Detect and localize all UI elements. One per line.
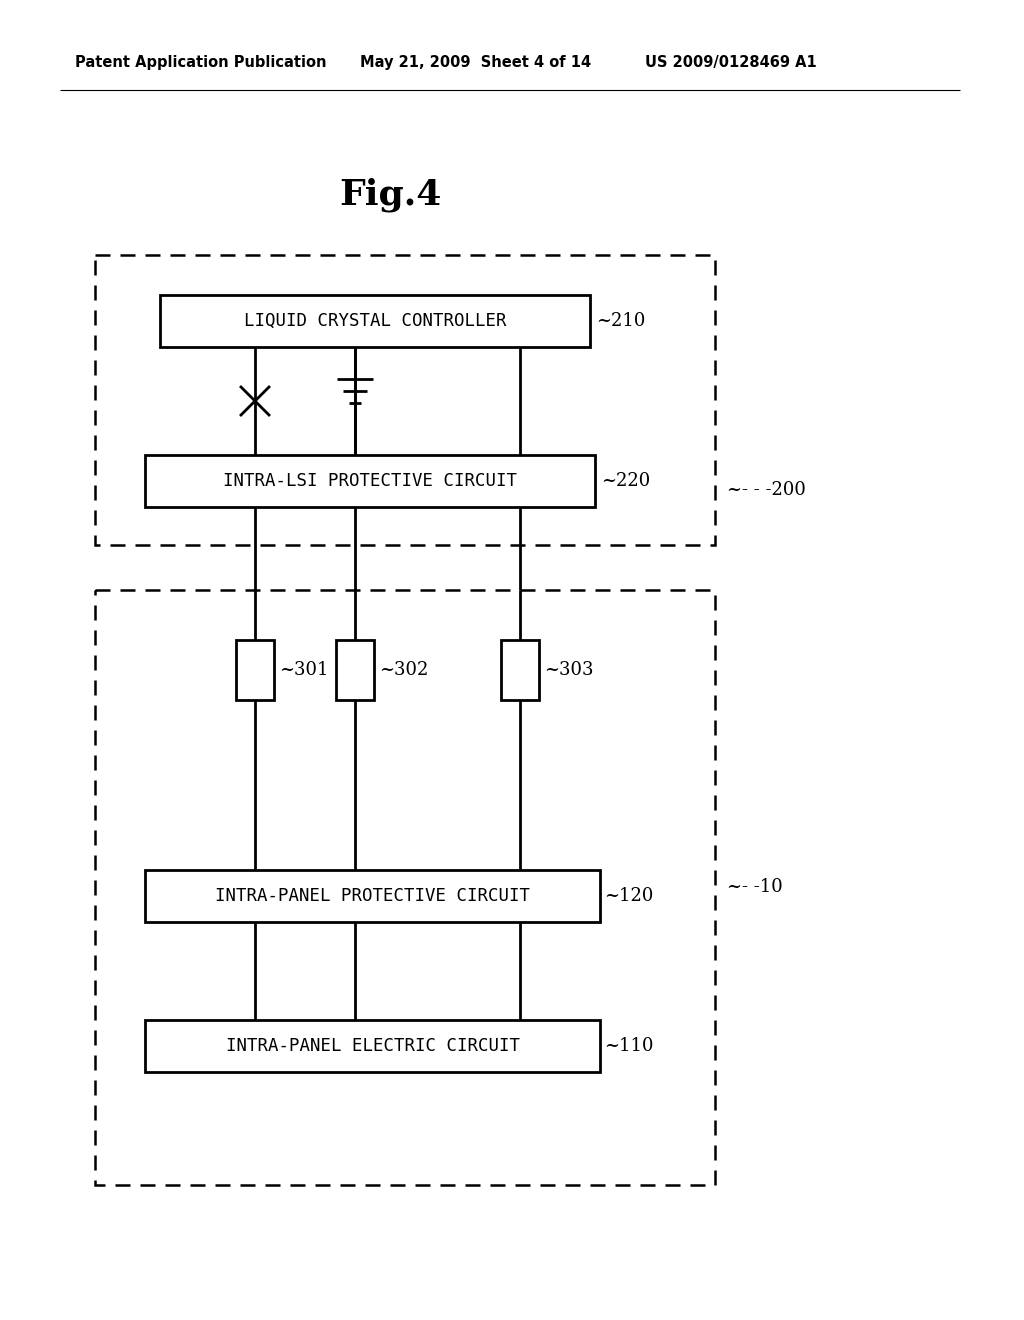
Text: ~210: ~210: [596, 312, 645, 330]
Text: US 2009/0128469 A1: US 2009/0128469 A1: [645, 54, 817, 70]
Text: ~- - -200: ~- - -200: [727, 480, 806, 499]
Bar: [160, 294, 590, 347]
Bar: [145, 870, 600, 921]
Bar: [336, 640, 374, 700]
Text: ~110: ~110: [604, 1038, 653, 1055]
Text: ~- -10: ~- -10: [727, 878, 782, 896]
Bar: [95, 590, 715, 1185]
Bar: [236, 640, 274, 700]
Bar: [145, 455, 595, 507]
Text: INTRA-PANEL PROTECTIVE CIRCUIT: INTRA-PANEL PROTECTIVE CIRCUIT: [215, 887, 530, 906]
Bar: [95, 255, 715, 545]
Text: ~303: ~303: [544, 661, 594, 678]
Text: Patent Application Publication: Patent Application Publication: [75, 54, 327, 70]
Text: INTRA-LSI PROTECTIVE CIRCUIT: INTRA-LSI PROTECTIVE CIRCUIT: [223, 473, 517, 490]
Text: LIQUID CRYSTAL CONTROLLER: LIQUID CRYSTAL CONTROLLER: [244, 312, 506, 330]
Text: ~220: ~220: [601, 473, 650, 490]
Text: May 21, 2009  Sheet 4 of 14: May 21, 2009 Sheet 4 of 14: [360, 54, 591, 70]
Bar: [145, 1020, 600, 1072]
Text: Fig.4: Fig.4: [339, 178, 441, 213]
Text: ~301: ~301: [279, 661, 329, 678]
Text: INTRA-PANEL ELECTRIC CIRCUIT: INTRA-PANEL ELECTRIC CIRCUIT: [225, 1038, 519, 1055]
Bar: [501, 640, 539, 700]
Text: ~302: ~302: [379, 661, 428, 678]
Text: ~120: ~120: [604, 887, 653, 906]
